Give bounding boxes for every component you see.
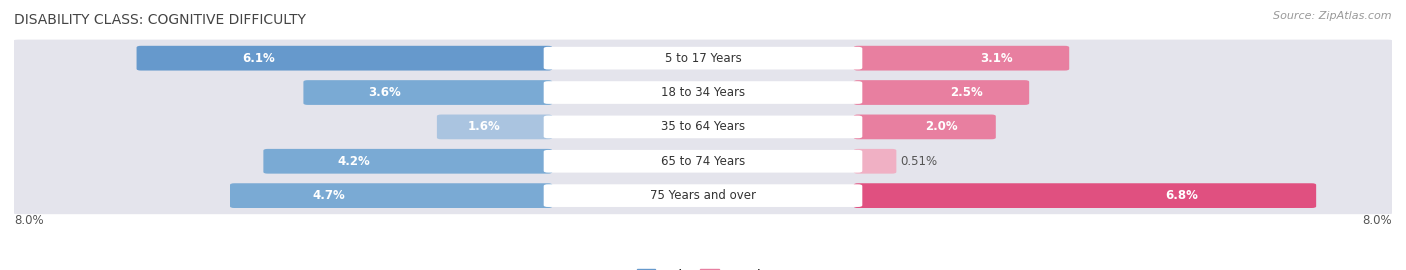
FancyBboxPatch shape — [544, 184, 862, 207]
Text: 8.0%: 8.0% — [1362, 214, 1392, 227]
FancyBboxPatch shape — [11, 108, 1395, 146]
FancyBboxPatch shape — [437, 114, 553, 139]
Text: 5 to 17 Years: 5 to 17 Years — [665, 52, 741, 65]
FancyBboxPatch shape — [544, 150, 862, 173]
Text: 75 Years and over: 75 Years and over — [650, 189, 756, 202]
Text: 3.1%: 3.1% — [980, 52, 1014, 65]
Text: 18 to 34 Years: 18 to 34 Years — [661, 86, 745, 99]
Text: 4.2%: 4.2% — [337, 155, 371, 168]
Text: Source: ZipAtlas.com: Source: ZipAtlas.com — [1274, 11, 1392, 21]
FancyBboxPatch shape — [136, 46, 553, 70]
FancyBboxPatch shape — [544, 116, 862, 138]
FancyBboxPatch shape — [544, 47, 862, 69]
Text: 2.0%: 2.0% — [925, 120, 957, 133]
Legend: Male, Female: Male, Female — [631, 264, 775, 270]
FancyBboxPatch shape — [231, 183, 553, 208]
Text: 6.1%: 6.1% — [243, 52, 276, 65]
FancyBboxPatch shape — [853, 114, 995, 139]
FancyBboxPatch shape — [853, 183, 1316, 208]
FancyBboxPatch shape — [11, 143, 1395, 180]
Text: 35 to 64 Years: 35 to 64 Years — [661, 120, 745, 133]
Text: 8.0%: 8.0% — [14, 214, 44, 227]
FancyBboxPatch shape — [11, 40, 1395, 77]
FancyBboxPatch shape — [853, 149, 897, 174]
FancyBboxPatch shape — [853, 46, 1069, 70]
FancyBboxPatch shape — [544, 81, 862, 104]
Text: 6.8%: 6.8% — [1166, 189, 1198, 202]
FancyBboxPatch shape — [11, 177, 1395, 214]
Text: 65 to 74 Years: 65 to 74 Years — [661, 155, 745, 168]
Text: 1.6%: 1.6% — [468, 120, 501, 133]
Text: 2.5%: 2.5% — [950, 86, 983, 99]
Text: 3.6%: 3.6% — [368, 86, 401, 99]
FancyBboxPatch shape — [263, 149, 553, 174]
Text: 4.7%: 4.7% — [312, 189, 346, 202]
Text: DISABILITY CLASS: COGNITIVE DIFFICULTY: DISABILITY CLASS: COGNITIVE DIFFICULTY — [14, 13, 307, 27]
FancyBboxPatch shape — [11, 74, 1395, 111]
Text: 0.51%: 0.51% — [901, 155, 938, 168]
FancyBboxPatch shape — [853, 80, 1029, 105]
FancyBboxPatch shape — [304, 80, 553, 105]
